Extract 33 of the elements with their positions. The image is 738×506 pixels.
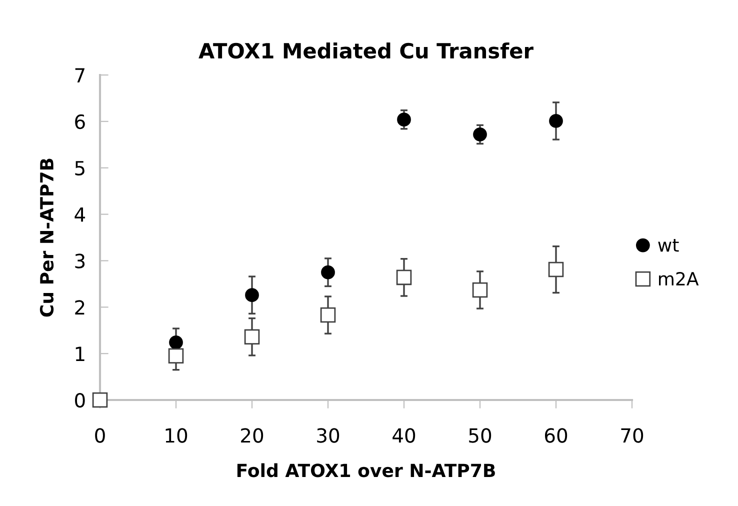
point [473,127,487,142]
point [548,262,564,278]
chart-title: ATOX1 Mediated Cu Transfer [198,42,534,59]
y-axis-title: Cu Per N-ATP7B [40,158,54,317]
y-tick-label: 1 [76,346,84,361]
point [549,114,563,128]
y-tick-label: 0 [75,392,85,408]
x-tick-label: 0 [95,428,105,443]
legend-label: wt [658,238,679,252]
x-tick-label: 20 [241,428,264,443]
y-tick-label: 5 [75,161,84,176]
x-tick-label: 50 [469,428,492,443]
y-tick-label: 3 [75,254,85,268]
point [320,307,336,323]
point [321,265,335,280]
y-tick-label: 6 [75,114,85,130]
y-tick-label: 7 [75,68,84,82]
point [397,112,411,127]
y-tick-label: 2 [75,300,84,315]
y-tick-label: 4 [74,207,86,222]
point [396,270,412,286]
point [169,335,183,350]
x-axis-title: Fold ATOX1 over N-ATP7B [237,463,495,478]
point [244,329,260,344]
point [168,348,184,364]
x-tick-label: 60 [544,428,568,443]
x-tick-label: 30 [317,428,340,443]
x-tick-label: 70 [621,428,644,443]
x-tick-label: 10 [166,428,188,443]
x-tick-label: 40 [392,428,416,443]
legend-label: m2A [659,272,699,286]
point [472,282,488,298]
point [245,288,259,302]
